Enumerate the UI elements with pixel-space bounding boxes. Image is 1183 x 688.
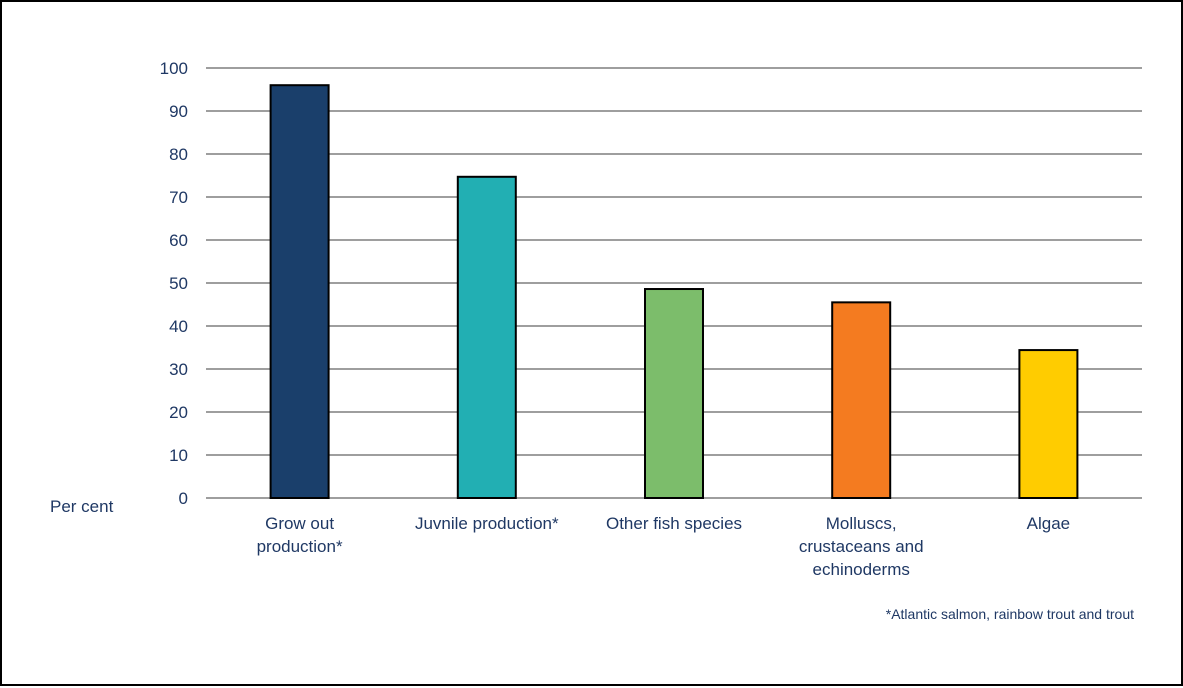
bars [269, 84, 1079, 499]
x-category-label-line: crustaceans and [799, 537, 924, 556]
bar-4 [831, 301, 892, 499]
y-tick-label: 20 [169, 403, 188, 422]
y-tick-label: 90 [169, 102, 188, 121]
x-category-label-line: Algae [1027, 514, 1070, 533]
x-axis-categories: Grow out production* Juvnile production* Ot… [257, 514, 1071, 579]
bar-2 [456, 175, 517, 499]
y-tick-label: 60 [169, 231, 188, 250]
y-axis-ticks: 0 10 20 30 40 50 60 70 80 90 100 [160, 59, 188, 508]
y-tick-label: 10 [169, 446, 188, 465]
x-category-label-line: Grow out [265, 514, 334, 533]
y-tick-label: 30 [169, 360, 188, 379]
footnote: *Atlantic salmon, rainbow trout and trou… [886, 606, 1134, 622]
y-tick-label: 0 [179, 489, 188, 508]
y-tick-label: 70 [169, 188, 188, 207]
x-category-label: Grow out production* [257, 514, 343, 556]
y-tick-label: 50 [169, 274, 188, 293]
x-category-label: Algae [1027, 514, 1070, 533]
x-category-label: Juvnile production* [415, 514, 559, 533]
y-axis-label: Per cent [50, 497, 114, 516]
bar-1 [269, 84, 330, 499]
x-category-label: Molluscs, crustaceans and echinoderms [799, 514, 924, 579]
x-category-label-line: Molluscs, [826, 514, 897, 533]
y-tick-label: 80 [169, 145, 188, 164]
x-category-label-line: Other fish species [606, 514, 742, 533]
x-category-label-line: production* [257, 537, 343, 556]
bar-3 [644, 288, 704, 499]
x-category-label-line: echinoderms [813, 560, 910, 579]
y-tick-label: 100 [160, 59, 188, 78]
bar-5 [1018, 349, 1079, 499]
y-tick-label: 40 [169, 317, 188, 336]
x-category-label: Other fish species [606, 514, 742, 533]
x-category-label-line: Juvnile production* [415, 514, 559, 533]
